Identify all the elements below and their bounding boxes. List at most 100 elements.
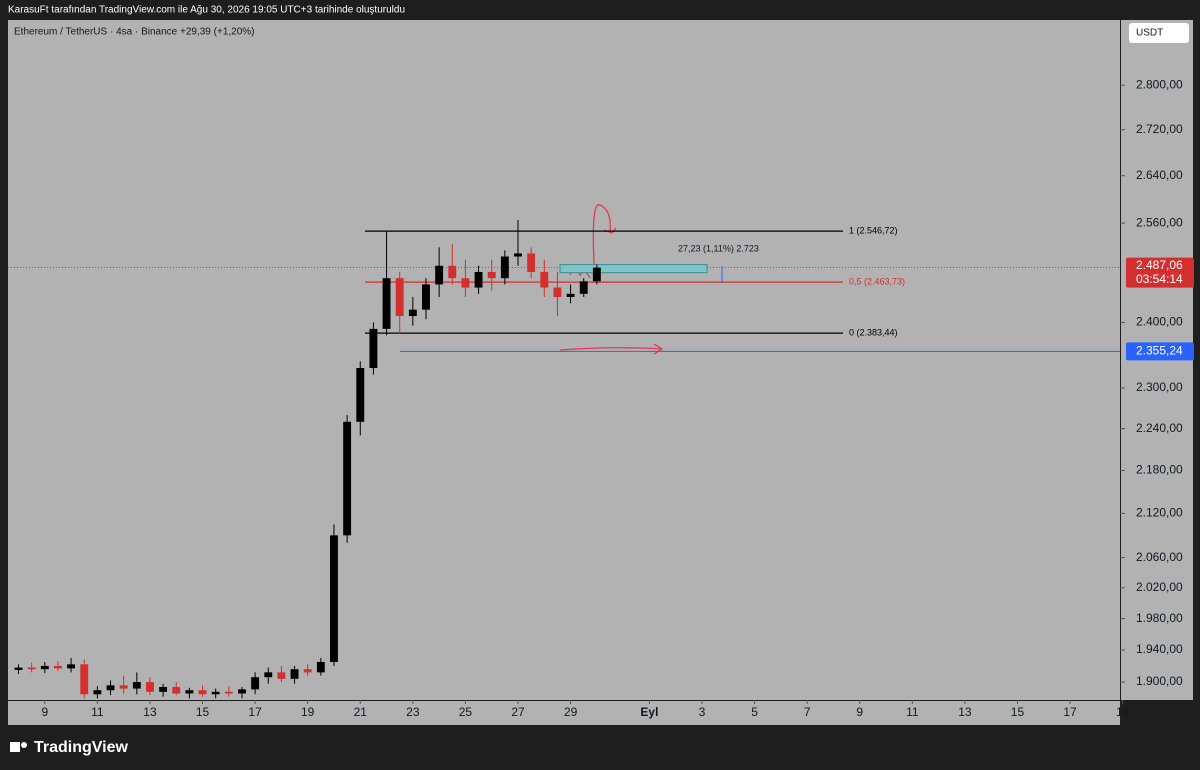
candle-body <box>356 368 365 422</box>
plot-area <box>8 20 1120 700</box>
y-tick-label: 2.400,00 <box>1136 315 1183 329</box>
candle-body <box>487 271 496 279</box>
candle-body <box>27 667 36 670</box>
time-axis <box>8 701 1120 725</box>
price-badge <box>1126 257 1194 288</box>
x-tick-label: Eyl <box>640 705 658 719</box>
candle-body <box>474 271 483 288</box>
candle-body <box>40 665 49 670</box>
x-tick-label: 5 <box>751 705 758 719</box>
x-tick-label: 9 <box>856 705 863 719</box>
x-tick-label: 3 <box>699 705 706 719</box>
candle-body <box>553 287 562 297</box>
y-tick-label: 2.640,00 <box>1136 168 1183 182</box>
logo: TradingView <box>10 739 129 756</box>
candle-body <box>238 689 246 694</box>
price-badge-label: 2.487,06 <box>1136 258 1183 272</box>
y-tick-label: 2.060,00 <box>1136 550 1183 564</box>
candle-body <box>67 664 76 669</box>
y-tick-label: 2.020,00 <box>1136 580 1183 594</box>
candle-body <box>146 682 154 692</box>
symbol-info: Ethereum / TetherUS · 4sa · Binance +29,… <box>14 27 255 38</box>
x-tick-label: 15 <box>196 705 210 719</box>
fib-label: 0 (2.383,44) <box>849 327 898 337</box>
candle-body <box>369 328 378 369</box>
fib-label: 0,5 (2.463,73) <box>849 276 905 286</box>
y-tick-label: 2.240,00 <box>1136 421 1183 435</box>
y-tick-label: 2.560,00 <box>1136 215 1183 229</box>
x-tick-label: 13 <box>958 705 972 719</box>
x-tick-label: 17 <box>248 705 262 719</box>
candle-body <box>527 253 536 272</box>
x-tick-label: 9 <box>41 705 48 719</box>
candle-body <box>316 661 325 673</box>
y-tick-label: 2.120,00 <box>1136 506 1183 520</box>
candle-body <box>132 682 141 689</box>
candle-body <box>435 265 444 285</box>
candle-body <box>277 672 286 679</box>
countdown: 03:54:14 <box>1136 272 1183 286</box>
candle-body <box>251 677 260 690</box>
x-tick-label: 11 <box>91 705 104 719</box>
x-tick-label: 29 <box>564 705 578 719</box>
y-tick-label: 2.180,00 <box>1136 463 1183 477</box>
header: KarasuFt tarafından TradingView.com ile … <box>8 5 405 16</box>
candle-body <box>198 690 207 695</box>
y-tick-label: 1.940,00 <box>1136 642 1183 656</box>
x-tick-label: 23 <box>406 705 420 719</box>
candle-body <box>343 421 352 536</box>
candle-body <box>54 665 62 669</box>
zone <box>559 264 708 274</box>
candle-body <box>224 691 233 694</box>
x-tick-label: 17 <box>1063 705 1077 719</box>
y-tick-label: 2.300,00 <box>1136 380 1183 394</box>
candle-body <box>592 267 601 282</box>
candle-body <box>540 271 549 288</box>
candle-body <box>422 284 430 310</box>
candle-body <box>106 685 115 691</box>
currency: USDT <box>1136 28 1163 39</box>
candle-body <box>579 281 588 294</box>
x-tick-label: 25 <box>459 705 473 719</box>
x-tick-label: 19 <box>1116 705 1130 719</box>
x-tick-label: 7 <box>804 705 811 719</box>
candle-body <box>14 667 23 670</box>
fib-label: 1 (2.546,72) <box>849 225 898 235</box>
candle-body <box>500 256 509 279</box>
y-tick-label: 1.980,00 <box>1136 611 1183 625</box>
price-badge <box>1126 342 1194 361</box>
y-tick-label: 1.900,00 <box>1136 674 1183 688</box>
hand-arrow <box>559 343 664 355</box>
candle-body <box>303 669 312 673</box>
brand: TradingView <box>34 739 129 756</box>
candle-body <box>264 672 273 678</box>
candle-body <box>119 685 128 689</box>
x-tick-label: 13 <box>143 705 157 719</box>
y-tick-label: 2.720,00 <box>1136 122 1183 136</box>
candle-body <box>408 309 417 317</box>
candle-body <box>211 691 220 695</box>
candle-body <box>80 664 89 695</box>
candle-body <box>514 253 522 257</box>
candle-body <box>461 278 470 288</box>
candle-body <box>448 265 457 279</box>
measure-label: 27,23 (1,11%) 2.723 <box>678 243 759 253</box>
y-tick-label: 2.800,00 <box>1136 77 1183 91</box>
candle-body <box>159 686 168 692</box>
currency-box <box>1129 23 1189 43</box>
candle-body <box>185 690 194 694</box>
x-tick-label: 15 <box>1011 705 1025 719</box>
x-tick-label: 21 <box>354 705 368 719</box>
candle-body <box>172 686 181 694</box>
logo-dot <box>21 742 27 748</box>
candle-body <box>566 293 575 297</box>
candle-body <box>395 278 404 317</box>
candle-body <box>382 278 391 329</box>
x-tick-label: 27 <box>511 705 525 719</box>
x-tick-label: 11 <box>906 705 919 719</box>
candle-body <box>93 690 102 695</box>
candle-body <box>290 669 299 679</box>
candle-body <box>330 535 338 662</box>
